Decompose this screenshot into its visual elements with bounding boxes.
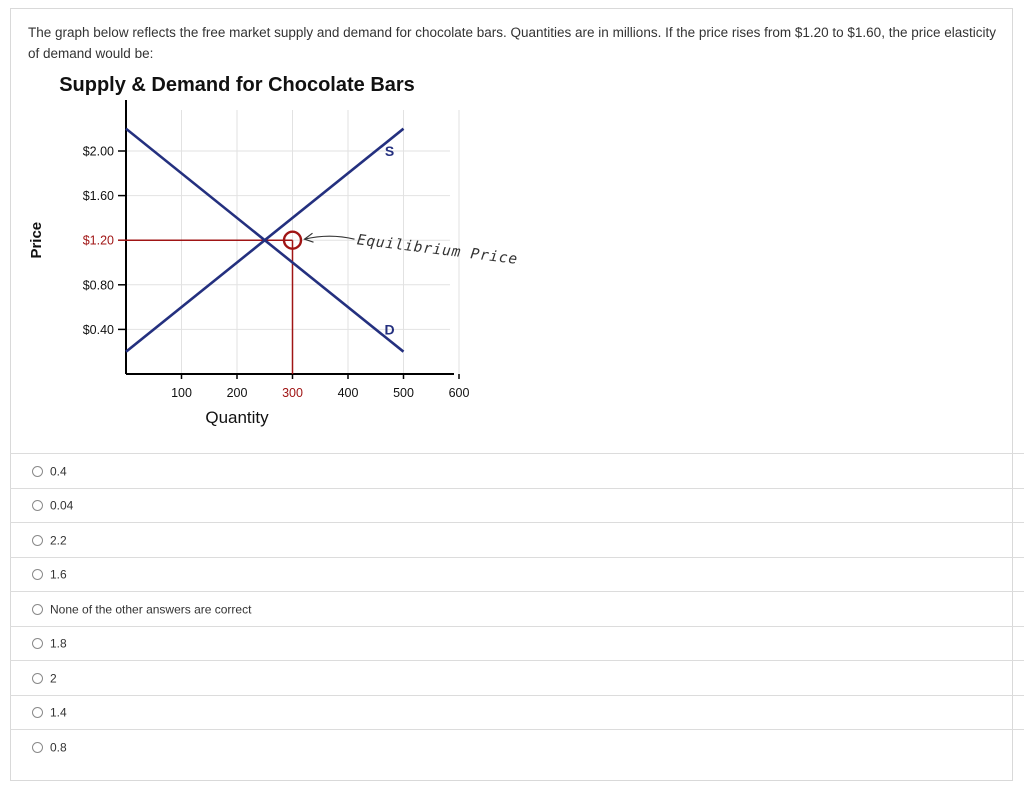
answer-option-label: 2.2 <box>50 533 67 548</box>
answer-option-label: 0.8 <box>50 740 67 755</box>
radio-button[interactable] <box>32 569 43 581</box>
answer-option-label: 1.6 <box>50 567 67 582</box>
answer-option[interactable]: 0.04 <box>10 487 1024 523</box>
y-tick-label: $2.00 <box>83 145 114 159</box>
question-panel <box>10 8 1013 781</box>
answer-option-label: 0.4 <box>50 464 67 479</box>
x-tick-label: 600 <box>449 386 470 400</box>
x-axis-label: Quantity <box>205 408 269 427</box>
chart-title: Supply & Demand for Chocolate Bars <box>59 74 415 96</box>
radio-button[interactable] <box>32 603 43 615</box>
x-tick-label: 400 <box>338 386 359 400</box>
radio-button[interactable] <box>32 638 43 650</box>
annotation-arrow <box>304 235 355 240</box>
answer-option[interactable]: 0.8 <box>10 729 1024 764</box>
y-tick-label: $1.20 <box>83 234 114 248</box>
y-tick-label: $0.40 <box>83 323 114 337</box>
answer-option-label: 0.04 <box>50 498 74 513</box>
y-tick-label: $1.60 <box>83 189 114 203</box>
answer-option-label: 2 <box>50 671 57 686</box>
equilibrium-point <box>282 230 303 250</box>
answer-option-label: 1.4 <box>50 705 67 720</box>
annotation-arrowhead <box>303 232 314 243</box>
y-tick-label: $0.80 <box>83 278 114 292</box>
x-tick-label: 500 <box>393 386 414 400</box>
supply-label: S <box>385 143 394 159</box>
radio-button[interactable] <box>32 500 43 512</box>
answer-option[interactable]: 1.4 <box>10 694 1024 730</box>
demand-curve <box>125 127 405 353</box>
answer-option-label: None of the other answers are correct <box>50 602 252 617</box>
answer-options: 0.4 0.04 2.2 1.6 None of the other answers a… <box>10 453 1024 764</box>
x-tick-label: 100 <box>171 386 192 400</box>
annotation-text: Equilibrium Price! <box>356 232 520 269</box>
radio-button[interactable] <box>32 741 43 753</box>
radio-button[interactable] <box>32 707 43 719</box>
answer-option[interactable]: 2 <box>10 660 1024 695</box>
answer-option[interactable]: 0.4 <box>10 453 1024 488</box>
supply-demand-chart: Supply & Demand for Chocolate Bars $0.40 $… <box>28 74 520 427</box>
radio-button[interactable] <box>32 534 43 546</box>
answer-option[interactable]: 1.8 <box>10 625 1024 661</box>
answer-option[interactable]: 1.6 <box>10 556 1024 592</box>
radio-button[interactable] <box>32 465 43 477</box>
x-tick-label: 300 <box>282 386 303 400</box>
answer-option[interactable]: None of the other answers are correct <box>10 591 1024 626</box>
y-axis-label: Price <box>28 222 45 259</box>
answer-option-label: 1.8 <box>50 636 67 651</box>
x-tick-label: 200 <box>227 386 248 400</box>
radio-button[interactable] <box>32 672 43 684</box>
question-text: The graph below reflects the free market… <box>28 25 996 61</box>
demand-label: D <box>384 321 394 337</box>
answer-option[interactable]: 2.2 <box>10 522 1024 557</box>
